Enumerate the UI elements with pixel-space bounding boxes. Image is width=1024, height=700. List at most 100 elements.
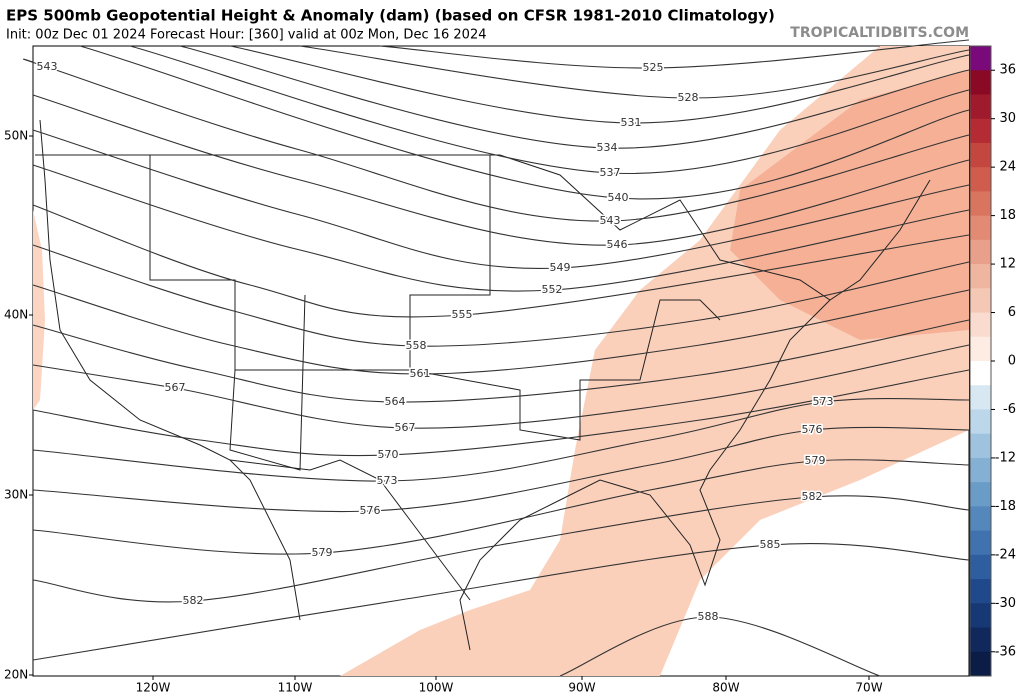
- longitude-label: 80W: [712, 681, 739, 695]
- watermark: TROPICALTIDBITS.COM: [790, 25, 969, 41]
- height-contour: [32, 369, 970, 457]
- height-contour: [32, 495, 970, 603]
- colorbar-label: 6: [1008, 305, 1016, 320]
- colorbar-swatch: [970, 46, 991, 71]
- contour-label: 534: [597, 141, 618, 154]
- contour-label: 561: [410, 367, 431, 380]
- height-contour: [32, 543, 970, 661]
- height-contour: [299, 45, 970, 99]
- colorbar-swatch: [970, 482, 991, 507]
- colorbar-swatch: [970, 457, 991, 483]
- latitude-label: 30N: [4, 488, 28, 502]
- contour-label: 558: [406, 339, 427, 352]
- height-contour: [79, 45, 970, 200]
- colorbar-swatch: [970, 530, 991, 556]
- colorbar-label: -36: [995, 644, 1016, 659]
- height-contour: [32, 94, 970, 246]
- colorbar-swatch: [970, 579, 991, 604]
- contour-label: 588: [698, 610, 719, 623]
- height-contour: [32, 344, 970, 429]
- colorbar-swatch: [970, 651, 991, 677]
- height-contour: [229, 45, 970, 124]
- colorbar-swatch: [970, 94, 991, 120]
- colorbar-swatch: [970, 239, 991, 265]
- contour-label: 546: [607, 238, 628, 251]
- colorbar-label: -24: [995, 547, 1016, 562]
- contour-label: 576: [360, 504, 381, 517]
- contour-label: 543: [37, 60, 58, 73]
- height-contour: [32, 397, 970, 482]
- contour-label: 555: [452, 308, 473, 321]
- height-contour: [559, 616, 881, 677]
- contour-label: 543: [600, 214, 621, 227]
- colorbar-swatch: [970, 433, 991, 459]
- latitude-label: 40N: [4, 308, 28, 322]
- colorbar-swatch: [970, 361, 991, 386]
- height-contour: [22, 58, 970, 222]
- contour-label: 567: [395, 421, 416, 434]
- colorbar-label: 18: [999, 208, 1016, 223]
- contour-label: 549: [550, 261, 571, 274]
- height-contour: [32, 129, 970, 270]
- longitude-label: 120W: [136, 681, 171, 695]
- colorbar-swatch: [970, 385, 991, 410]
- contour-label: 573: [813, 395, 834, 408]
- colorbar-label: 30: [999, 111, 1016, 126]
- contour-label: 579: [805, 454, 826, 467]
- height-contour: [32, 426, 970, 513]
- colorbar: 36 30 24 18 12 6 0 -6 -12 -18 -24 -30 -36: [969, 45, 1016, 677]
- colorbar-label: 24: [999, 160, 1016, 175]
- colorbar-swatch: [970, 215, 991, 241]
- colorbar-swatch: [970, 142, 991, 168]
- longitude-label: 110W: [278, 681, 313, 695]
- height-contour: [32, 244, 970, 347]
- subtitle: Init: 00z Dec 01 2024 Forecast Hour: [36…: [6, 28, 486, 43]
- anomaly-shading: [33, 46, 969, 676]
- colorbar-label: 12: [999, 257, 1016, 272]
- latitude-label: 50N: [4, 129, 28, 143]
- colorbar-swatch: [970, 70, 991, 95]
- longitude-label: 70W: [855, 681, 882, 695]
- contour-label: 528: [678, 91, 699, 104]
- contour-label: 582: [183, 594, 204, 607]
- height-contour: [379, 39, 970, 69]
- contour-label: 564: [385, 395, 406, 408]
- colorbar-swatch: [970, 554, 991, 580]
- colorbar-swatch: [970, 627, 991, 653]
- contour-label: 567: [165, 381, 186, 394]
- colorbar-swatch: [970, 288, 991, 314]
- colorbar-swatch: [970, 336, 991, 362]
- colorbar-label: 36: [999, 63, 1016, 78]
- colorbar-swatch: [970, 167, 991, 192]
- colorbar-label: -12: [995, 450, 1016, 465]
- contour-label: 540: [608, 191, 629, 204]
- contour-label: 576: [802, 423, 823, 436]
- latitude-label: 20N: [4, 668, 28, 682]
- height-contour: [32, 204, 970, 318]
- colorbar-swatch: [970, 506, 991, 532]
- colorbar-swatch: [970, 603, 991, 629]
- contour-label: 552: [542, 283, 563, 296]
- contour-label: 573: [377, 474, 398, 487]
- colorbar-label: -30: [995, 596, 1016, 611]
- colorbar-swatch: [970, 264, 991, 289]
- colorbar-swatch: [970, 191, 991, 217]
- contour-label: 525: [643, 61, 664, 74]
- longitude-label: 100W: [419, 681, 454, 695]
- contour-label: 537: [600, 166, 621, 179]
- height-contour: [129, 45, 970, 175]
- contour-label: 579: [312, 546, 333, 559]
- title: EPS 500mb Geopotential Height & Anomaly …: [6, 7, 775, 25]
- height-contour: [32, 164, 970, 292]
- colorbar-swatch: [970, 118, 991, 144]
- colorbar-label: -6: [1003, 402, 1016, 417]
- colorbar-swatch: [970, 409, 991, 435]
- contour-label: 531: [621, 116, 642, 129]
- colorbar-label: 0: [1008, 354, 1016, 369]
- contour-label: 582: [802, 490, 823, 503]
- colorbar-swatch: [970, 312, 991, 338]
- height-contour: [32, 459, 970, 555]
- height-contour: [32, 319, 970, 403]
